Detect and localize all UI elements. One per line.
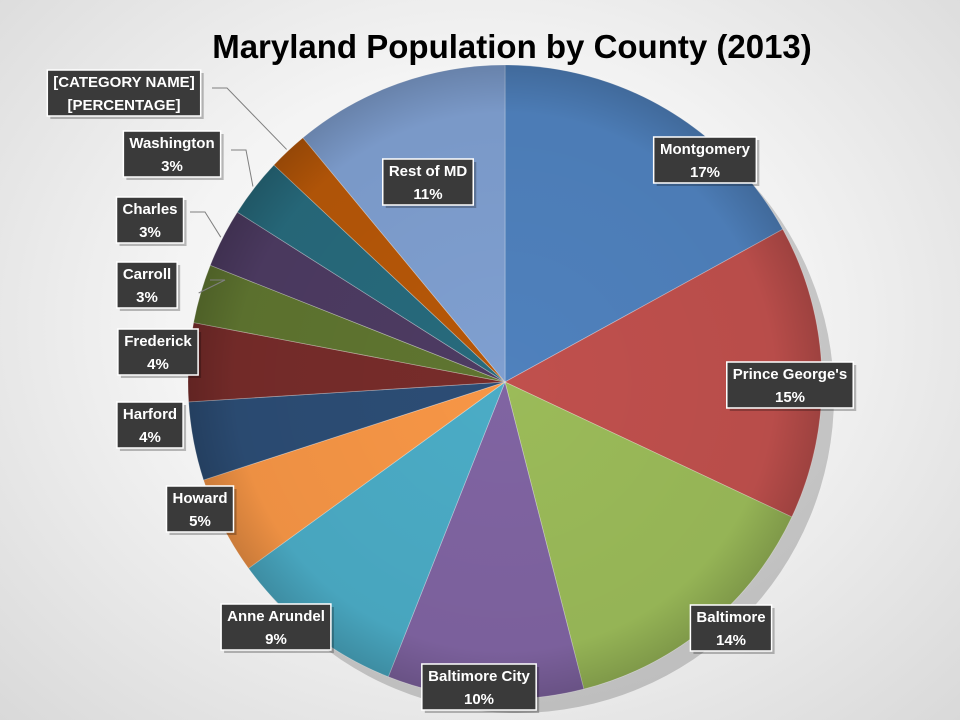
data-labels: Montgomery 17% Prince George's 15% Baltimore… [46, 69, 857, 713]
data-label-anne-arundel: Anne Arundel 9% [220, 603, 334, 653]
data-label-harford: Harford 4% [116, 401, 187, 451]
data-label-name: Rest of MD [389, 163, 468, 180]
data-label-name: Washington [129, 135, 214, 152]
leader-line-charles [190, 211, 222, 238]
data-label-box [421, 663, 537, 711]
data-label-value: 4% [147, 356, 169, 373]
data-label-name: Harford [123, 406, 177, 423]
data-label-rest-of-md: Rest of MD 11% [382, 158, 477, 208]
data-label-montgomery: Montgomery 17% [652, 136, 760, 186]
data-label-name: Montgomery [660, 141, 751, 158]
data-label-value: 3% [161, 158, 183, 175]
data-label-box [689, 604, 773, 652]
data-label-box [115, 196, 185, 244]
data-label-box [652, 136, 758, 184]
data-label-name: Frederick [124, 333, 192, 350]
leader-line-carroll [198, 279, 226, 294]
data-label-value: 3% [136, 289, 158, 306]
data-label-box [165, 485, 235, 533]
leader-line-washington [231, 149, 254, 187]
data-label-box [726, 361, 854, 409]
data-label-value: 3% [139, 224, 161, 241]
data-label-value: 17% [690, 164, 720, 181]
data-label-value: 15% [775, 389, 805, 406]
data-label-box [116, 401, 184, 449]
data-label-frederick: Frederick 4% [117, 328, 202, 378]
data-label-value: 4% [139, 429, 161, 446]
data-label-value: 9% [265, 631, 287, 648]
data-label-baltimore-city: Baltimore City 10% [421, 663, 540, 713]
data-label-baltimore: Baltimore 14% [689, 604, 775, 654]
data-label-box [220, 603, 332, 651]
data-label-value: 11% [413, 186, 442, 203]
data-label-name: Baltimore [696, 609, 765, 626]
data-label-name: Anne Arundel [227, 608, 325, 625]
data-label-prince-george-s: Prince George's 15% [726, 361, 857, 411]
data-label-name: Charles [122, 201, 177, 218]
chart-title: Maryland Population by County (2013) [212, 28, 812, 65]
data-label-box [382, 158, 474, 206]
leader-line-category-name [212, 87, 287, 150]
data-label-charles: Charles 3% [115, 196, 187, 246]
data-label-name: Howard [172, 490, 227, 507]
data-label-value: 5% [189, 513, 211, 530]
data-label-box [46, 69, 202, 117]
data-label-category-name: [CATEGORY NAME] [PERCENTAGE] [46, 69, 204, 119]
data-label-name: Prince George's [733, 366, 847, 383]
data-label-name: Carroll [123, 266, 171, 283]
data-label-washington: Washington 3% [122, 130, 224, 180]
data-label-value: 10% [464, 691, 494, 708]
data-label-box [122, 130, 222, 178]
data-label-value: 14% [716, 632, 746, 649]
data-label-box [117, 328, 199, 376]
leader-lines [190, 87, 287, 294]
data-label-box [116, 261, 178, 309]
data-label-howard: Howard 5% [165, 485, 237, 535]
data-label-carroll: Carroll 3% [116, 261, 181, 311]
data-label-name: [CATEGORY NAME] [53, 74, 194, 91]
data-label-name: Baltimore City [428, 668, 530, 685]
data-label-value: [PERCENTAGE] [67, 97, 180, 114]
